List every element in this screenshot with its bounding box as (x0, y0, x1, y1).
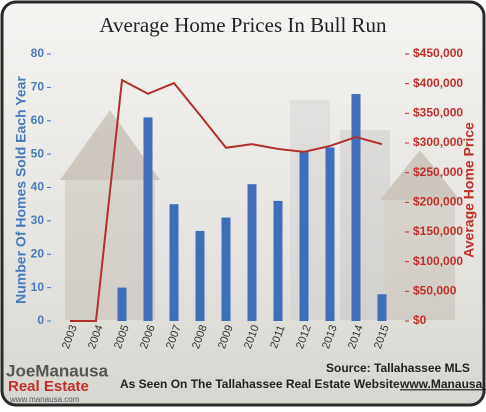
background-scene (60, 100, 460, 320)
bar (299, 150, 309, 321)
y2-tick-label: $150,000 (413, 224, 463, 238)
bar (195, 230, 205, 321)
bar (247, 184, 257, 321)
y-tick-label: 70 (31, 80, 45, 94)
line (70, 78, 383, 322)
y-axis-label: Number Of Homes Sold Each Year (13, 76, 29, 304)
y2-axis-label: Average Home Price (461, 122, 477, 258)
y-tick-label: 40 (31, 180, 45, 194)
y2-tick-label: $200,000 (413, 195, 463, 209)
y2-tick-label: $250,000 (413, 165, 463, 179)
source: Source: Tallahassee MLS (326, 361, 470, 375)
y-tick-label: 60 (31, 113, 45, 127)
bar (169, 204, 179, 321)
bar (143, 117, 153, 321)
chart-title: Average Home Prices In Bull Run (99, 13, 387, 37)
footer-text: As Seen On The Tallahassee Real Estate W… (120, 377, 400, 391)
y2-tick-label: $400,000 (413, 76, 463, 90)
bar (117, 287, 127, 321)
y-tick-label: 30 (31, 213, 45, 227)
y-tick-label: 50 (31, 146, 45, 160)
y2-tick-label: $100,000 (413, 254, 463, 268)
logo-url: www.manausa.com (9, 395, 80, 404)
y2-tick-label: $300,000 (413, 135, 463, 149)
y-tick-label: 80 (31, 46, 45, 60)
bar (351, 94, 361, 321)
logo-name: JoeManausa (6, 361, 109, 380)
bar (377, 294, 387, 321)
y2-tick-label: $350,000 (413, 106, 463, 120)
y-tick-label: 10 (31, 280, 45, 294)
y2-tick-label: $0 (413, 313, 427, 327)
y2-tick-label: $450,000 (413, 46, 463, 60)
y-tick-label: 0 (37, 313, 44, 327)
bar (273, 200, 283, 321)
bar (221, 217, 231, 321)
y-tick-label: 20 (31, 246, 45, 260)
footer-link[interactable]: www.Manausa.com (399, 377, 486, 391)
logo-sub: Real Estate (8, 378, 89, 395)
y2-tick-label: $50,000 (413, 284, 457, 298)
bar (325, 147, 335, 321)
